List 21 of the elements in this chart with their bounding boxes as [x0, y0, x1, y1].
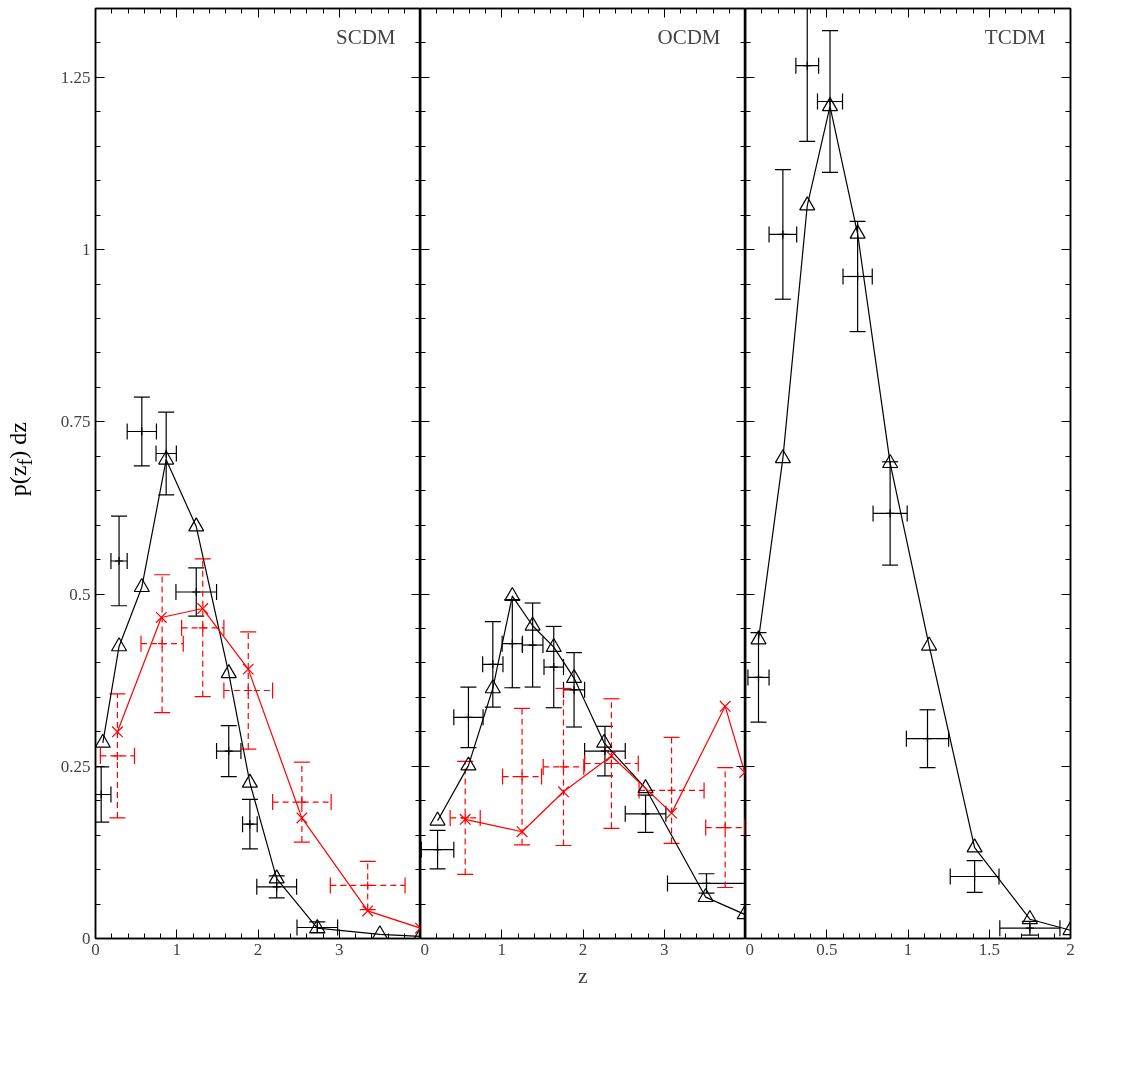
x-axis-title: z	[578, 962, 589, 988]
x-tick-label: 1	[172, 939, 181, 959]
x-tick-label: 3	[335, 939, 344, 959]
y-tick-label: 0.25	[60, 756, 91, 776]
annotation: SCDM	[335, 24, 396, 49]
x-tick-label: 2	[578, 939, 588, 959]
x-tick-label: 1.5	[978, 939, 1000, 959]
y-tick-label: 0.5	[69, 584, 91, 604]
x-tick-label: 3	[660, 939, 669, 959]
annotation: OCDM	[657, 24, 721, 49]
y-tick-label: 0.75	[60, 412, 91, 432]
y-tick-label: 1.25	[60, 67, 91, 87]
y-tick-label: 1	[82, 240, 91, 260]
x-tick-label: 0.5	[816, 939, 838, 959]
x-tick-label: 0	[745, 939, 754, 959]
x-tick-label: 0	[420, 939, 429, 959]
annotation: TCDM	[984, 24, 1046, 49]
x-tick-label: 2	[253, 939, 263, 959]
x-tick-label: 1	[903, 939, 913, 959]
x-tick-label: 2	[1066, 939, 1075, 959]
x-tick-label: 1	[497, 939, 506, 959]
